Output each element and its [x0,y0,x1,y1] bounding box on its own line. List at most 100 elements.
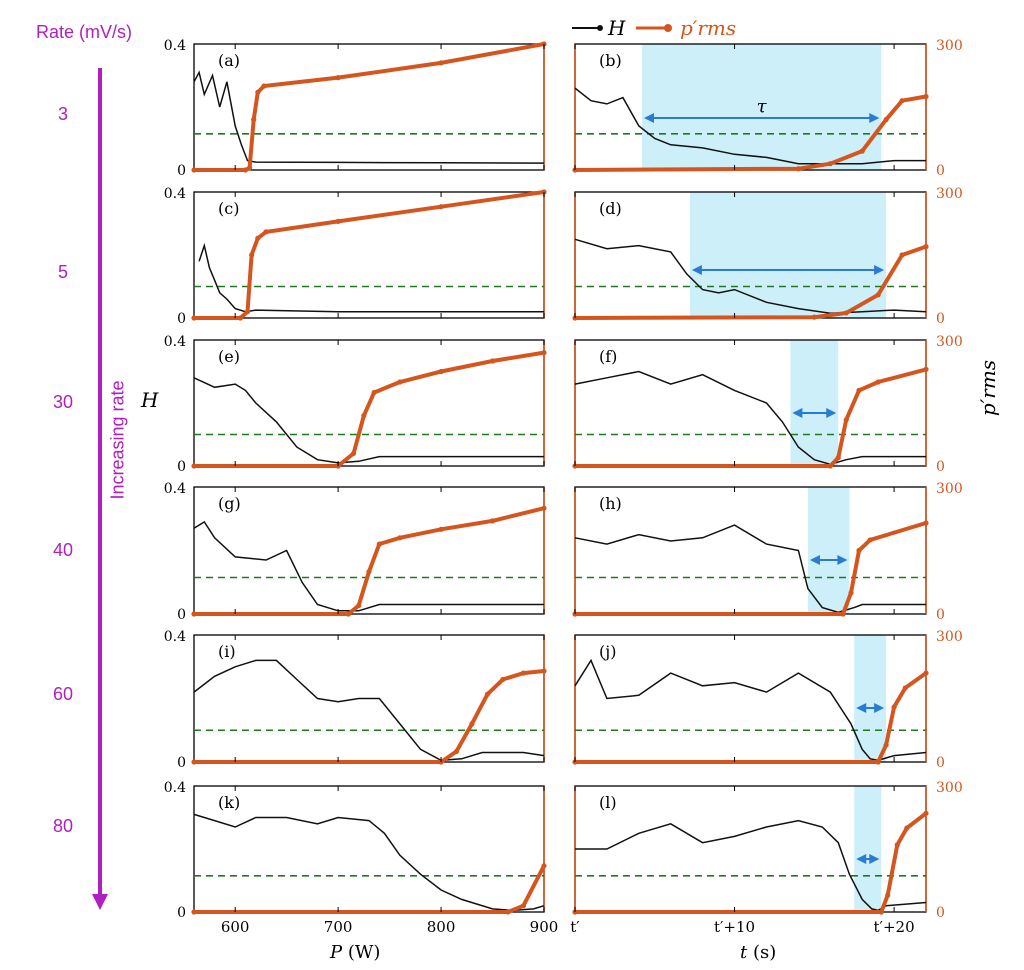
tau-arrow-head-left [809,555,820,565]
tau-arrow-head-left [856,703,867,713]
h-tick-label: 0 [177,163,186,179]
p-series-point [923,670,929,676]
panel-label: (f) [599,347,617,366]
rate-header: Rate (mV/s) [36,22,133,42]
panel-k [191,785,547,915]
tau-arrow-head-right [869,113,880,123]
p-series-point [875,379,881,385]
p-series-point [242,167,249,173]
panel-label: (d) [599,199,622,218]
p-series-point [366,569,372,575]
p-series-point [438,526,444,532]
rate-value-3: 3 [57,104,68,124]
p-series-point [891,704,897,710]
p-series-point [500,676,506,683]
p-series-point [438,204,444,210]
p-series-point [923,520,929,526]
panel-frame [193,43,545,171]
p-series-point [795,166,801,172]
p-series-point [356,602,362,609]
tau-arrow-head-right [869,854,880,864]
legend-h-marker [597,25,603,31]
x-tick-label: 600 [221,918,250,936]
tau-arrow-head-left [856,854,867,864]
panel-label: (j) [599,642,616,661]
p-series-point [397,535,403,541]
tau-arrow-head-left [691,265,702,275]
panel-label: (k) [218,793,240,812]
panel-e [191,339,547,469]
p-series-point [894,842,900,848]
p-tick-label: 300 [936,481,963,497]
p-series-line [575,671,928,764]
p-series-point [244,309,251,315]
panel-j [572,634,929,765]
h-tick-label: 0.4 [164,38,186,54]
p-series-point [856,387,862,393]
p-tick-label: 0 [936,755,945,771]
x-tick-label: t′+10 [714,918,755,936]
tau-arrow-head-right [874,265,885,275]
p-tick-label: 300 [936,186,963,202]
p-series-point [469,721,475,727]
h-series-line [193,70,545,164]
h-series-line [574,238,927,315]
p-series-line [194,506,545,616]
panel-frame [193,785,545,913]
panel-label: (b) [599,51,622,70]
rate-value-80: 80 [52,816,74,836]
panel-frame [574,339,927,467]
p-series-point [489,358,496,364]
p-series-point [835,455,841,461]
p-series-point [904,825,910,831]
p-series-point [335,75,341,81]
h-tick-label: 0 [177,755,186,771]
h-series-line [574,87,926,165]
h-tick-label: 0.4 [164,629,186,645]
panel-label: (i) [218,642,236,661]
panel-b [572,43,929,173]
right-y-axis-label: p′rms [976,359,1001,417]
p-series-point [191,611,197,617]
panel-label: (h) [599,494,622,513]
panel-label: (l) [599,793,617,812]
h-tick-label: 0.4 [164,481,186,497]
p-series-point [261,83,267,89]
p-tick-label: 0 [936,607,945,623]
p-series-point [883,117,889,123]
h-series-line [574,524,926,614]
x-tick-label: 900 [530,918,559,936]
rate-arrow-head [92,894,108,910]
panel-i [191,634,547,765]
h-tick-label: 0.4 [164,186,186,202]
p-tick-label: 300 [936,38,963,54]
p-series-point [541,350,547,356]
p-series-point [191,759,197,765]
panel-label: (e) [218,347,240,366]
tau-shade [807,487,850,614]
p-series-point [541,863,547,869]
p-series-point [520,670,527,676]
h-tick-label: 0 [177,459,186,475]
tau-arrow-head-right [826,408,837,418]
p-series-point [520,903,527,909]
p-series-point [438,60,444,66]
p-series-point [438,368,444,375]
p-tick-label: 300 [936,629,963,645]
p-series-point [397,379,403,385]
panel-d [572,191,929,321]
p-series-point [827,463,833,469]
rate-value-40: 40 [52,540,74,560]
p-series-point [923,366,929,372]
p-series-point [371,389,377,396]
p-series-point [453,748,460,755]
h-tick-label: 0.4 [164,780,186,796]
h-series-line [193,813,545,912]
panel-label: (g) [218,494,241,513]
rate-value-5: 5 [57,262,68,282]
tau-shade [642,44,882,170]
legend-h-label: H [608,16,626,40]
right-x-axis-unit: (s) [747,942,777,963]
p-series-line [575,521,927,616]
